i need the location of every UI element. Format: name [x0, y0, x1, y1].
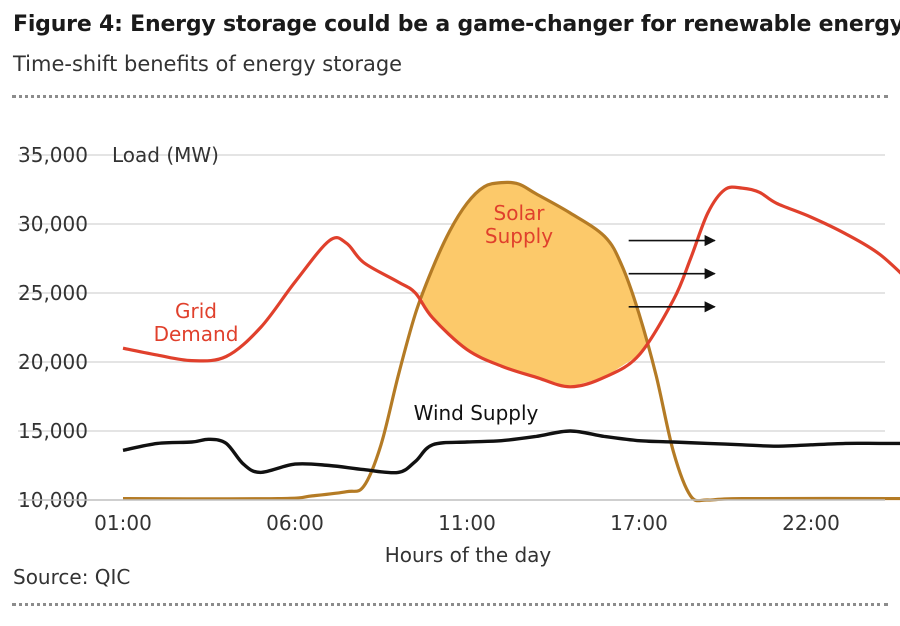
solar-area [422, 182, 646, 387]
series-label-grid-demand: Grid [175, 299, 217, 323]
y-tick-label: 20,000 [18, 350, 88, 374]
bottom-divider [12, 603, 888, 606]
y-tick-label: 30,000 [18, 212, 88, 236]
y-axis-label: Load (MW) [112, 143, 219, 167]
solar-supply-line [122, 180, 900, 503]
chart-subtitle: Time-shift benefits of energy storage [13, 52, 403, 76]
x-tick-label: 17:00 [610, 511, 668, 535]
top-divider [12, 95, 888, 98]
series-lines [122, 180, 900, 503]
solar-surplus-fill [422, 182, 646, 387]
series-label-wind-supply: Wind Supply [414, 401, 539, 425]
y-tick-label: 15,000 [18, 419, 88, 443]
series-label-grid-demand: Demand [154, 322, 239, 346]
y-tick-label: 25,000 [18, 281, 88, 305]
grid-demand-line [122, 185, 900, 389]
time-shift-arrows [628, 234, 716, 313]
series-label-solar-supply: Solar [494, 201, 546, 225]
x-tick-label: 01:00 [94, 511, 152, 535]
x-axis-label: Hours of the day [385, 543, 552, 567]
x-tick-label: 11:00 [438, 511, 496, 535]
x-tick-label: 22:00 [782, 511, 840, 535]
wind-supply-line [122, 429, 900, 475]
series-label-solar-supply: Supply [485, 224, 553, 248]
chart-title: Figure 4: Energy storage could be a game… [13, 12, 900, 37]
y-tick-label: 35,000 [18, 143, 88, 167]
source-note: Source: QIC [13, 565, 131, 589]
x-tick-label: 06:00 [266, 511, 324, 535]
